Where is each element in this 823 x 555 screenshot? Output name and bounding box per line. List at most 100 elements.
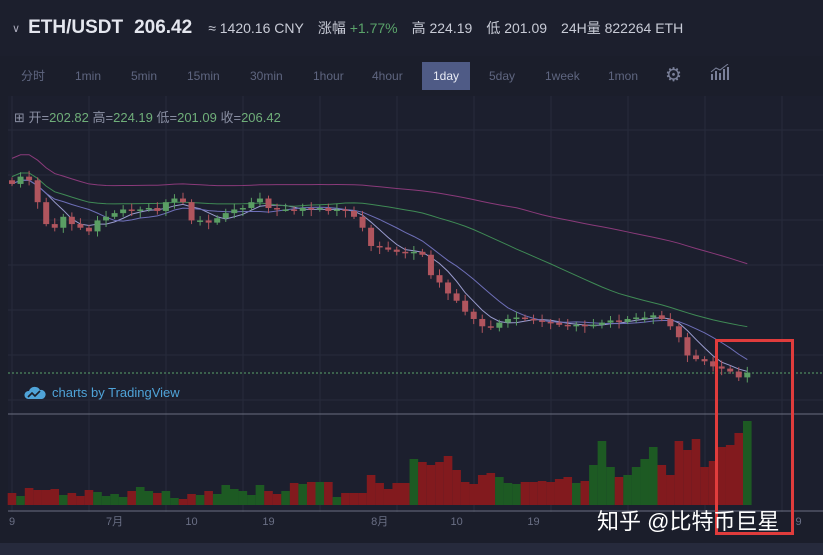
candle-body bbox=[556, 322, 563, 325]
volume-bar bbox=[469, 484, 478, 505]
volume-bar bbox=[443, 456, 453, 505]
candle-body bbox=[359, 216, 366, 228]
candle-body bbox=[402, 251, 409, 254]
volume-bar bbox=[332, 497, 342, 505]
chevron-down-icon[interactable]: ∨ bbox=[12, 22, 21, 35]
volume-bar bbox=[512, 484, 521, 505]
volume-bar bbox=[101, 496, 111, 505]
candle-body bbox=[17, 176, 24, 184]
change-value: +1.77% bbox=[349, 20, 398, 36]
moving-average-line bbox=[11, 154, 748, 265]
volume-stat: 24H量 822264 ETH bbox=[561, 20, 684, 36]
candle-body bbox=[487, 326, 494, 328]
volume-bar bbox=[204, 491, 213, 505]
tab-15min[interactable]: 15min bbox=[187, 69, 220, 83]
candle-body bbox=[256, 198, 263, 203]
volume-bar bbox=[324, 482, 333, 505]
volume-bar bbox=[16, 496, 25, 505]
moving-average-line bbox=[11, 179, 748, 361]
volume-bar bbox=[623, 475, 632, 505]
candle-body bbox=[94, 220, 101, 232]
candle-body bbox=[590, 324, 597, 327]
low-stat: 低 201.09 bbox=[486, 20, 548, 36]
candle-body bbox=[410, 251, 417, 254]
candle-body bbox=[581, 324, 588, 327]
x-axis-label: 9 bbox=[9, 516, 15, 528]
tab-1mon[interactable]: 1mon bbox=[608, 69, 639, 83]
last-price: 206.42 bbox=[134, 17, 193, 38]
tab-1hour[interactable]: 1hour bbox=[313, 69, 344, 83]
volume-bar bbox=[674, 441, 684, 505]
candle-body bbox=[539, 320, 546, 322]
candle-body bbox=[34, 180, 41, 203]
volume-bar bbox=[691, 439, 701, 505]
high-value: 224.19 bbox=[113, 110, 153, 125]
candle-body bbox=[316, 208, 323, 210]
high-label: 高= bbox=[92, 110, 114, 125]
candle-body bbox=[51, 224, 58, 228]
tab-1week[interactable]: 1week bbox=[545, 69, 580, 83]
volume-bar bbox=[50, 489, 60, 505]
volume-bar bbox=[418, 462, 427, 505]
candle-body bbox=[214, 218, 221, 223]
indicators-icon[interactable] bbox=[702, 62, 738, 90]
volume-bar bbox=[230, 489, 239, 505]
tab-timeline[interactable]: 分时 bbox=[21, 69, 46, 83]
candle-body bbox=[470, 311, 477, 319]
volume-bar bbox=[589, 465, 598, 505]
volume-bar bbox=[187, 494, 196, 505]
candle-body bbox=[616, 320, 623, 322]
candle-body bbox=[385, 247, 392, 250]
volume-bar bbox=[358, 493, 367, 505]
tradingview-branding[interactable]: charts by TradingView bbox=[24, 385, 180, 400]
change-label: 涨幅 bbox=[317, 20, 346, 36]
candlestick-chart[interactable]: 9 7月 10 19 8月 10 19 9 bbox=[0, 0, 823, 543]
volume-bar bbox=[341, 493, 350, 505]
volume-bar bbox=[135, 487, 145, 505]
moving-average-line bbox=[11, 172, 748, 328]
legend-toggle-icon[interactable]: ⊞ bbox=[14, 110, 25, 125]
volume-bar bbox=[648, 447, 658, 505]
volume-bar bbox=[717, 447, 726, 505]
volume-bar bbox=[298, 484, 307, 505]
watermark: 知乎 @比特币巨星 bbox=[597, 509, 780, 534]
tab-5day[interactable]: 5day bbox=[489, 69, 516, 83]
gear-icon[interactable]: ⚙ bbox=[665, 65, 683, 86]
candle-body bbox=[607, 320, 614, 323]
volume-bar bbox=[272, 494, 282, 505]
candle-body bbox=[419, 251, 426, 255]
tab-1min[interactable]: 1min bbox=[75, 69, 102, 83]
volume-bar bbox=[614, 477, 624, 505]
x-axis-label: 9 bbox=[796, 516, 802, 528]
bottom-panel bbox=[0, 543, 823, 555]
volume-bar bbox=[546, 482, 555, 505]
volume-bar bbox=[572, 483, 581, 505]
volume-bar bbox=[580, 481, 590, 505]
candle-body bbox=[85, 227, 92, 232]
tab-5min[interactable]: 5min bbox=[131, 69, 158, 83]
tab-4hour[interactable]: 4hour bbox=[372, 69, 403, 83]
volume-bar bbox=[178, 499, 188, 505]
candle-body bbox=[479, 318, 486, 327]
candle-body bbox=[111, 213, 118, 217]
candle-body bbox=[103, 216, 110, 221]
volume-bar bbox=[238, 491, 248, 505]
candle-body bbox=[162, 202, 169, 211]
volume-bar bbox=[306, 482, 316, 505]
volume-bar bbox=[743, 421, 752, 505]
x-axis-label: 19 bbox=[527, 516, 539, 528]
candle-body bbox=[222, 213, 229, 219]
candle-body bbox=[393, 249, 400, 252]
tab-1day[interactable]: 1day bbox=[422, 62, 471, 90]
candle-body bbox=[231, 209, 238, 214]
candle-body bbox=[650, 315, 657, 318]
candle-body bbox=[171, 198, 178, 203]
candle-body bbox=[299, 208, 306, 211]
ohlc-legend: ⊞ 开=202.82 高=224.19 低=201.09 收=206.42 bbox=[14, 107, 281, 126]
tab-30min[interactable]: 30min bbox=[250, 69, 283, 83]
candle-body bbox=[564, 324, 571, 327]
volume-bar bbox=[640, 459, 649, 505]
candle-body bbox=[128, 209, 135, 211]
candle-body bbox=[351, 210, 357, 217]
pair-selector[interactable]: ETH/USDT bbox=[28, 17, 124, 38]
